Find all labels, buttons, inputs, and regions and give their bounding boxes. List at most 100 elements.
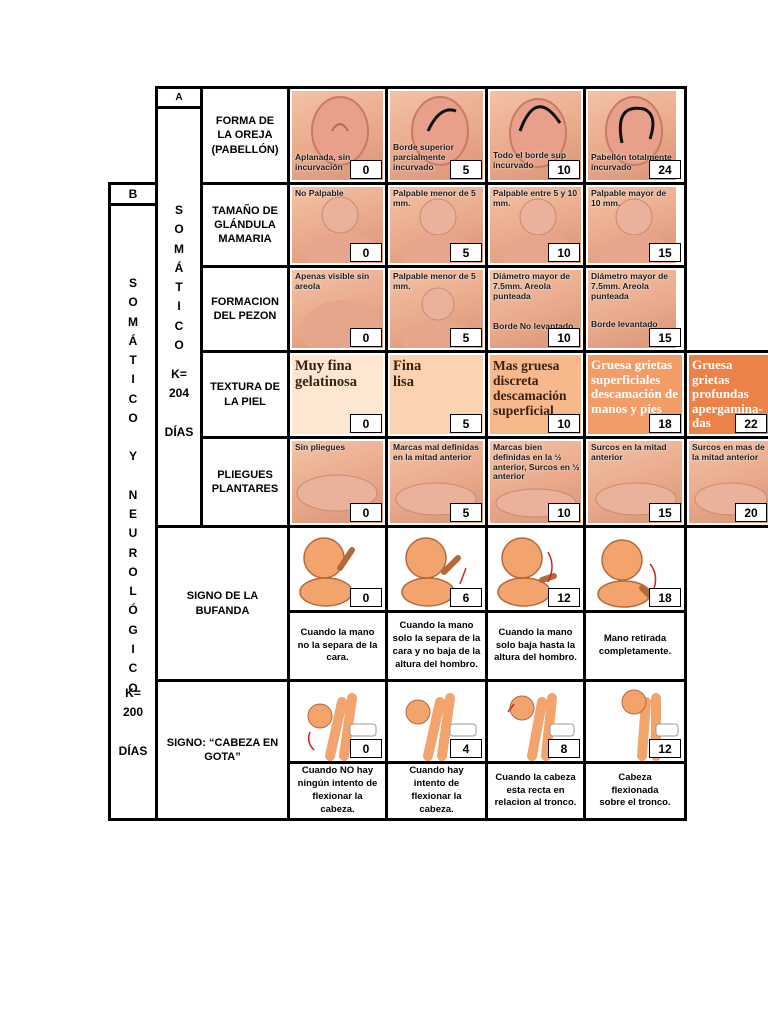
vertical-letter: C [128, 661, 138, 676]
score-box: 0 [350, 328, 382, 347]
plantar-cell-20: Surcos en mas de la mitad anterior 20 [684, 436, 768, 528]
nipple-border-description: Borde No levantado [493, 321, 574, 331]
ear-illustration-icon [605, 96, 663, 166]
score-box: 4 [450, 739, 482, 758]
scarf-image-18: 18 [583, 525, 687, 613]
ear-cell-24: Pabellón totalmente incurvado 24 [583, 86, 687, 185]
param-signo-bufanda: SIGNO DE LA BUFANDA [155, 525, 290, 682]
vertical-letter: Y [128, 449, 137, 464]
k-value-b: 200 [122, 705, 144, 720]
baby-chest-image: Palpable menor de 5 mm. [390, 270, 483, 348]
plantar-description: Surcos en la mitad anterior [591, 442, 667, 462]
ear-illustration-icon [311, 96, 369, 166]
score-box: 12 [548, 588, 580, 607]
vertical-letter: C [128, 391, 138, 406]
param-glandula-mamaria: TAMAÑO DE GLÁNDULA MAMARIA [200, 182, 290, 268]
nipple-cell-0: Apenas visible sin areola 0 [287, 265, 388, 353]
vertical-letter: S [128, 276, 137, 290]
score-box: 20 [735, 503, 767, 522]
vertical-letter: M [174, 241, 184, 256]
mammary-cell-5: Palpable menor de 5 mm. 5 [385, 182, 488, 268]
plantar-cell-0: Sin pliegues 0 [287, 436, 388, 528]
skin-cell-22: Gruesa grietas profundas apergamina-das … [684, 350, 768, 439]
score-box: 8 [548, 739, 580, 758]
baby-scarf-sign-icon [497, 537, 557, 607]
score-box: 0 [350, 160, 382, 179]
vertical-letter: Á [128, 333, 138, 348]
score-box: 0 [350, 739, 382, 758]
ear-description: Aplanada, sin incurvación [295, 152, 351, 172]
baby-scarf-sign-icon [299, 537, 355, 607]
score-box: 15 [649, 328, 681, 347]
head-caption-8: Cuando la cabeza esta recta en relacion … [485, 761, 586, 821]
nipple-description: Palpable menor de 5 mm. [393, 271, 476, 291]
plantar-description: Sin pliegues [295, 442, 346, 452]
score-box: 5 [450, 414, 482, 433]
ear-cell-10: Todo el borde sup incurvado 10 [485, 86, 586, 185]
scarf-image-6: 6 [385, 525, 488, 613]
score-box: 5 [450, 160, 482, 179]
vertical-letter: T [129, 353, 137, 368]
vertical-letter: L [129, 584, 137, 599]
plantar-description: Marcas mal definidas en la mitad anterio… [393, 442, 479, 462]
foot-icon [296, 474, 378, 512]
baby-scarf-sign-icon [401, 537, 467, 607]
baby-head-drop-icon [405, 693, 477, 761]
foot-image: Surcos en la mitad anterior [588, 441, 682, 523]
vertical-letter: Ó [128, 603, 138, 618]
nipple-description: Diámetro mayor de 7.5mm. Areola punteada [591, 271, 668, 301]
vertical-letter: O [128, 680, 138, 695]
vertical-letter: O [128, 564, 138, 579]
score-box: 0 [350, 243, 382, 262]
score-box: 18 [649, 414, 681, 433]
baby-head-drop-icon [621, 689, 679, 761]
nipple-description: Diámetro mayor de 7.5mm. Areola punteada [493, 271, 570, 301]
score-box: 0 [350, 588, 382, 607]
baby-head-drop-icon [307, 693, 377, 761]
vertical-letter: O [128, 411, 138, 426]
param-pliegues-plantares: PLIEGUES PLANTARES [200, 436, 290, 528]
score-box: 0 [350, 503, 382, 522]
skin-description: Mas gruesa discreta descamación superfic… [493, 358, 567, 419]
ear-description: Borde superior parcialmente incurvado [393, 142, 454, 172]
mammary-description: Palpable entre 5 y 10 mm. [493, 188, 578, 208]
head-image-12: 12 [583, 679, 687, 764]
head-image-4: 4 [385, 679, 488, 764]
score-box: 24 [649, 160, 681, 179]
vertical-letter: R [128, 545, 138, 560]
score-box: 10 [548, 160, 580, 179]
mammary-description: Palpable menor de 5 mm. [393, 188, 476, 208]
ear-illustration-icon [509, 98, 567, 168]
scarf-caption-12: Cuando la mano solo baja hasta la altura… [485, 610, 586, 682]
skin-cell-5: Fina lisa 5 [385, 350, 488, 439]
scarf-image-0: 0 [287, 525, 388, 613]
vertical-letter: I [131, 642, 135, 657]
plantar-cell-10: Marcas bien definidas en la ½ anterior, … [485, 436, 586, 528]
mammary-cell-10: Palpable entre 5 y 10 mm. 10 [485, 182, 586, 268]
skin-description: Fina lisa [393, 358, 422, 391]
head-caption-0: Cuando NO hay ningún intento de flexiona… [287, 761, 388, 821]
vertical-letter: N [128, 487, 138, 502]
ear-cell-0: Aplanada, sin incurvación 0 [287, 86, 388, 185]
skin-cell-0: Muy fina gelatinosa 0 [287, 350, 388, 439]
vertical-letter: G [128, 622, 138, 637]
head-caption-4: Cuando hay intento de flexionar la cabez… [385, 761, 488, 821]
scarf-caption-6: Cuando la mano solo la separa de la cara… [385, 610, 488, 682]
scarf-caption-0: Cuando la mano no la separa de la cara. [287, 610, 388, 682]
ear-description: Pabellón totalmente incurvado [591, 152, 672, 172]
k-value-a: 204 [168, 386, 190, 401]
mammary-cell-15: Palpable mayor de 10 mm. 15 [583, 182, 687, 268]
ear-illustration-icon [411, 96, 469, 166]
scarf-caption-18: Mano retirada completamente. [583, 610, 687, 682]
score-box: 5 [450, 243, 482, 262]
vertical-letter: M [128, 314, 138, 329]
vertical-letter: Á [174, 260, 184, 275]
mammary-description: Palpable mayor de 10 mm. [591, 188, 667, 208]
score-box: 6 [450, 588, 482, 607]
baby-scarf-sign-icon [597, 539, 657, 608]
param-textura-piel: TEXTURA DE LA PIEL [200, 350, 290, 439]
vertical-letter: E [128, 506, 137, 521]
